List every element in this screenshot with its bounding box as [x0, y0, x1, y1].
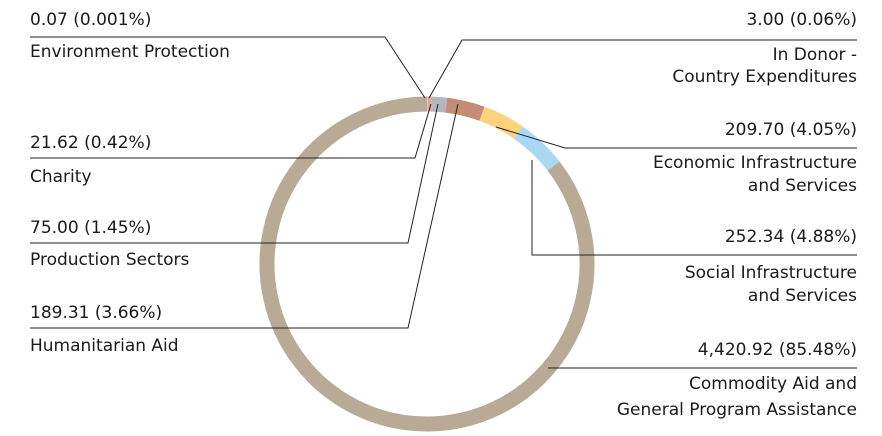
leader-line: [30, 103, 459, 329]
value-label: 0.07 (0.001%): [30, 10, 151, 30]
leader-line: [495, 126, 857, 149]
category-label: Economic Infrastructure: [653, 153, 857, 173]
value-label: 252.34 (4.88%): [725, 227, 857, 247]
leader-line: [531, 160, 857, 256]
leader-line: [428, 39, 857, 99]
donut-segment: [431, 96, 448, 113]
category-label: Environment Protection: [30, 42, 230, 62]
value-label: 75.00 (1.45%): [30, 218, 151, 238]
value-label: 3.00 (0.06%): [746, 10, 857, 30]
value-label: 21.62 (0.42%): [30, 133, 151, 153]
donut-segment: [259, 96, 595, 432]
donut-segment: [513, 126, 560, 171]
value-label: 189.31 (3.66%): [30, 303, 162, 323]
category-label: Country Expenditures: [672, 67, 857, 87]
donut-segment: [445, 97, 485, 121]
leader-line: [30, 36, 426, 99]
leader-line: [30, 103, 432, 159]
leader-line: [30, 103, 439, 244]
category-label: In Donor -: [773, 45, 857, 65]
value-label: 209.70 (4.05%): [725, 120, 857, 140]
category-label: Social Infrastructure: [685, 263, 857, 283]
category-label: Production Sectors: [30, 250, 190, 270]
category-label: Commodity Aid and: [689, 374, 857, 394]
donut-segment: [479, 106, 523, 139]
category-label: Charity: [30, 167, 92, 187]
category-label: and Services: [748, 176, 857, 196]
value-label: 4,420.92 (85.48%): [698, 340, 857, 360]
category-label: and Services: [748, 286, 857, 306]
category-label: General Program Assistance: [617, 400, 857, 420]
category-label: Humanitarian Aid: [30, 336, 179, 356]
